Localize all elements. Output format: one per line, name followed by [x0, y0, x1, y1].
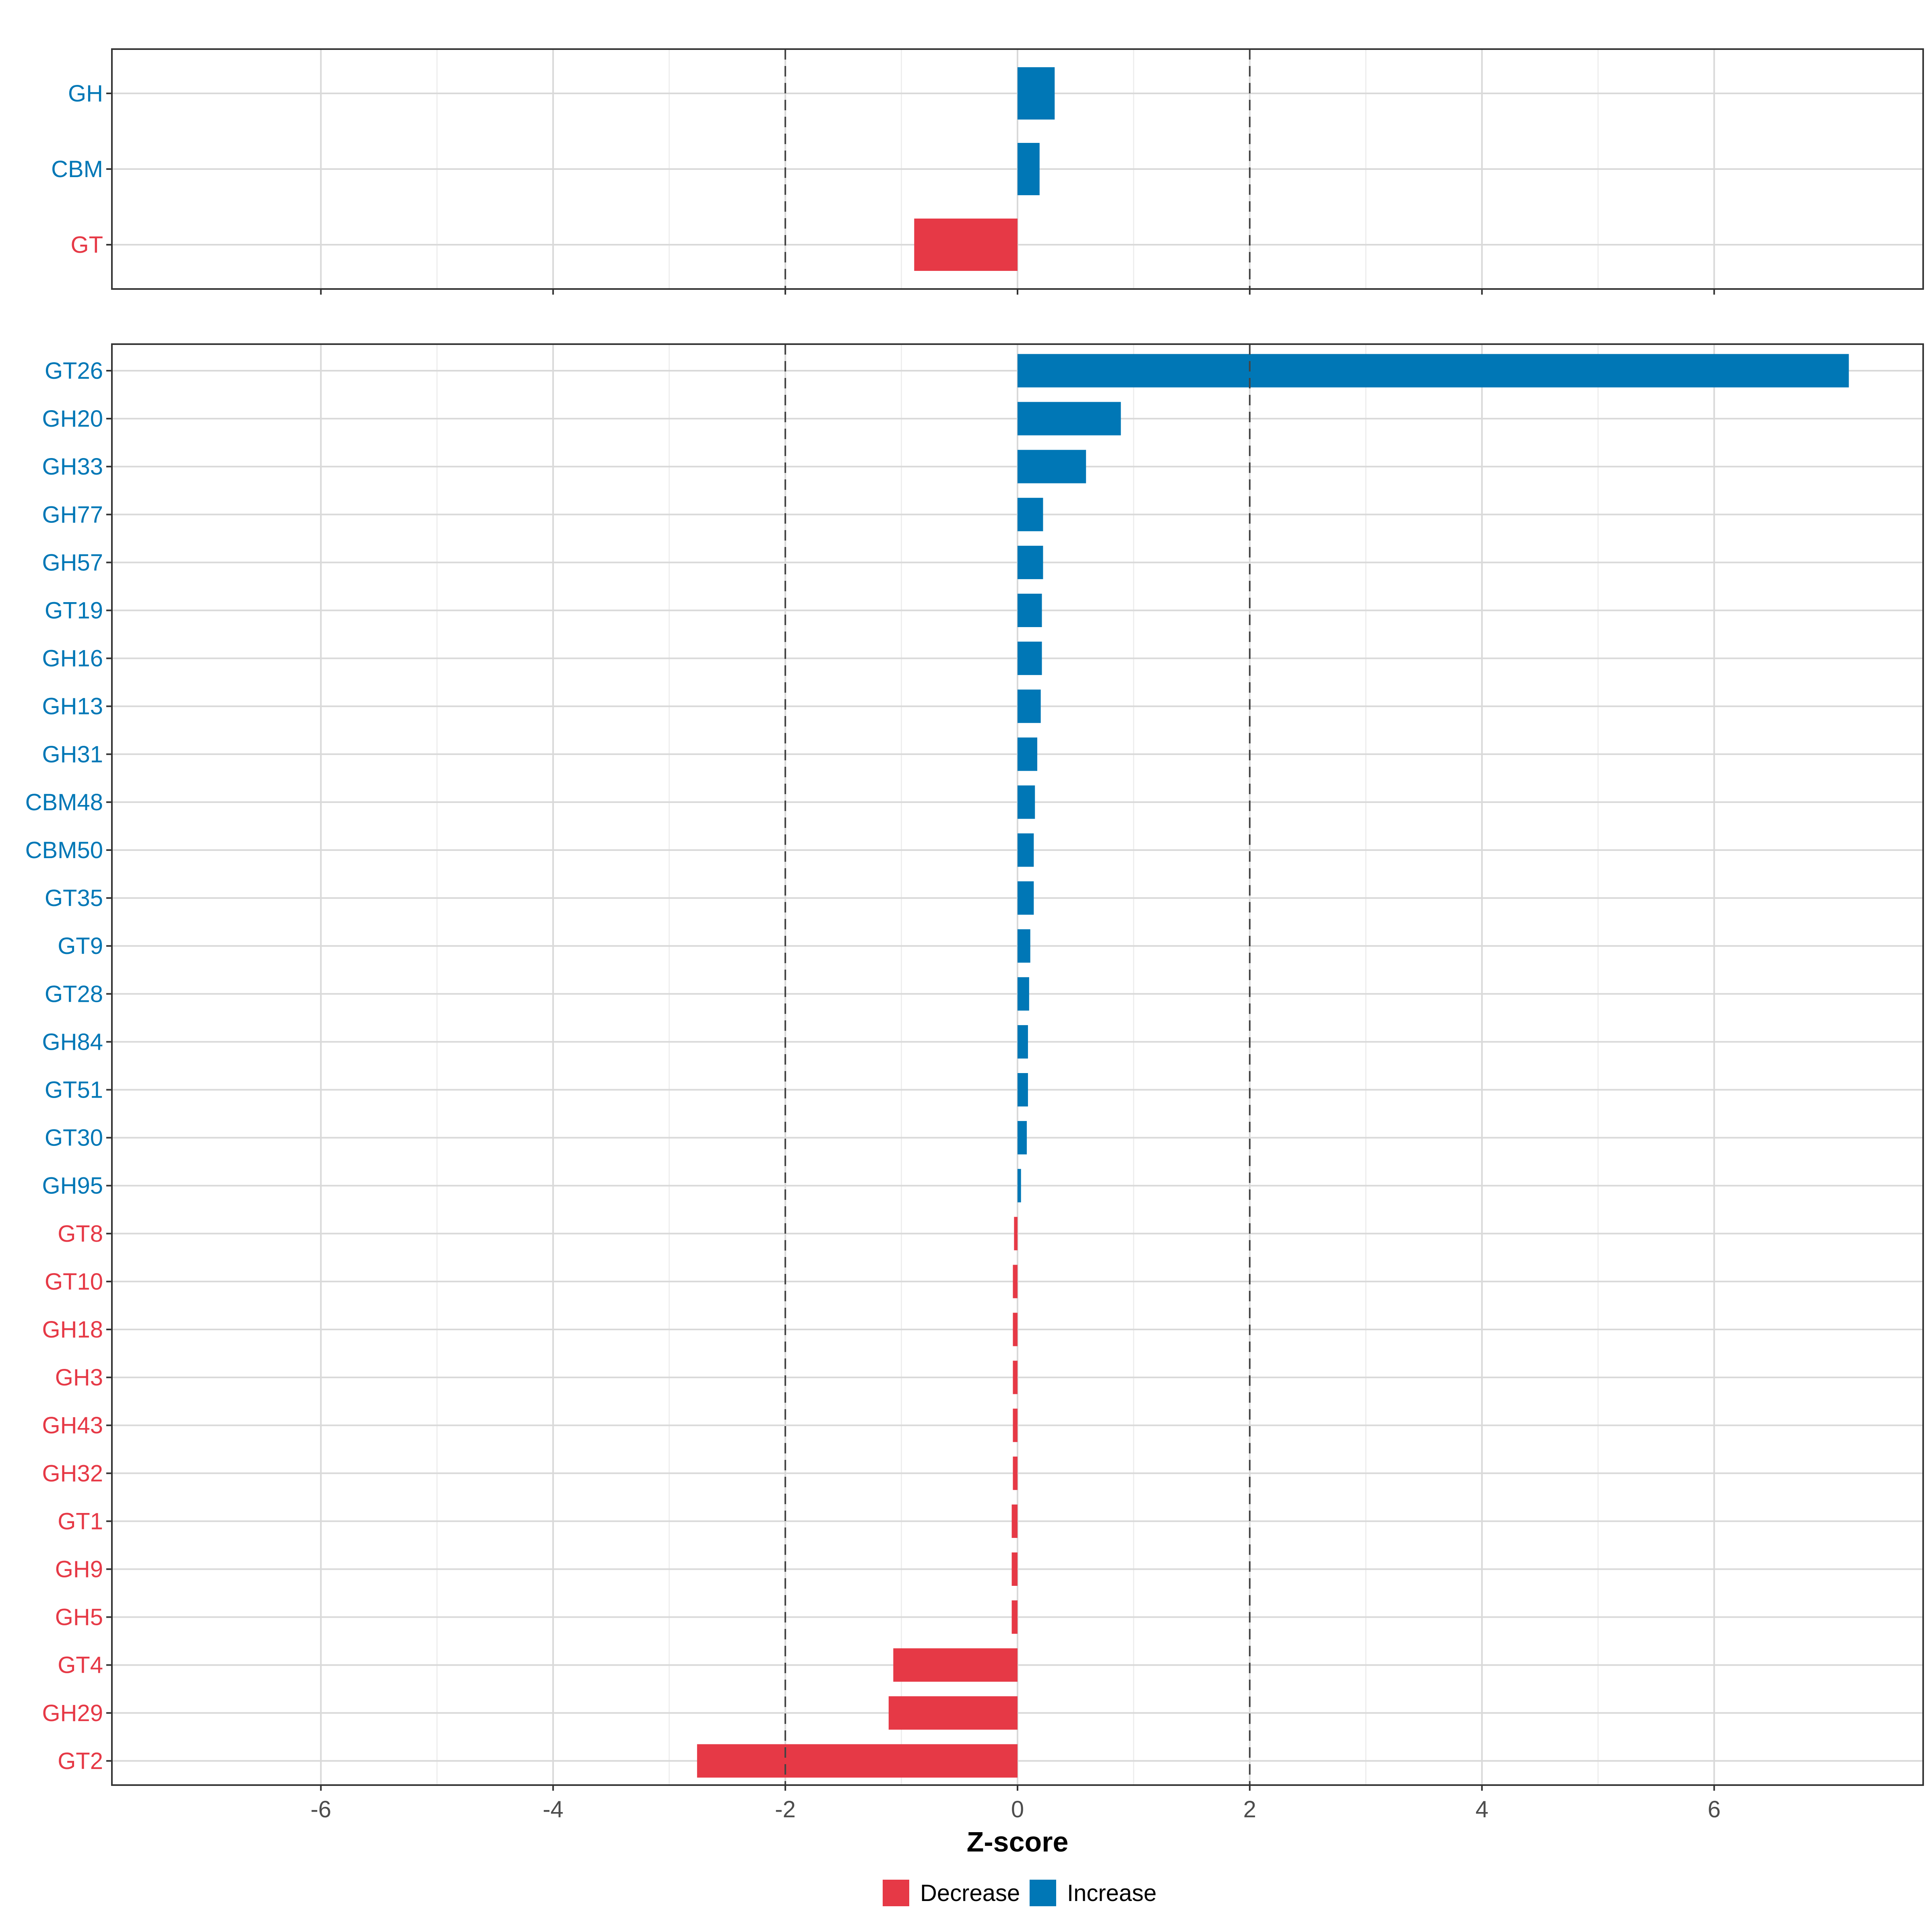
bar-GH95: [1018, 1169, 1021, 1203]
x-tick-label: -2: [775, 1796, 796, 1823]
y-tick-label-GT10: GT10: [45, 1269, 103, 1295]
legend: Decrease Increase: [883, 1880, 1156, 1906]
bar-GH77: [1018, 497, 1043, 531]
bar-GH84: [1018, 1025, 1028, 1059]
bar-GT10: [1013, 1265, 1018, 1298]
x-tick-label: 2: [1243, 1796, 1256, 1823]
y-tick-label-GH95: GH95: [42, 1173, 103, 1199]
x-tick-label: -6: [310, 1796, 331, 1823]
bar-GT35: [1018, 881, 1034, 915]
y-tick-label-GT35: GT35: [45, 885, 103, 911]
y-tick-label-GH: GH: [68, 80, 103, 107]
y-tick-label-GT9: GT9: [58, 933, 103, 959]
bar-GT19: [1018, 594, 1042, 627]
bar-GH33: [1018, 450, 1086, 483]
bar-GT51: [1018, 1073, 1028, 1106]
panel-bottom: GT26 GH20 GH33 GH77 GH57 GT19 GH16 GH13 GH31 CBM4…: [25, 343, 1924, 1791]
bar-GT28: [1018, 977, 1029, 1011]
legend-label-increase: Increase: [1067, 1880, 1156, 1906]
legend-swatch-increase: [1030, 1880, 1056, 1906]
y-tick-label-GT8: GT8: [58, 1221, 103, 1247]
y-tick-label-GH32: GH32: [42, 1460, 103, 1486]
y-tick-label-GT26: GT26: [45, 358, 103, 384]
y-tick-label-GH18: GH18: [42, 1317, 103, 1343]
y-tick-label-GH43: GH43: [42, 1412, 103, 1439]
bar-GH3: [1013, 1360, 1018, 1394]
bar-GH18: [1013, 1313, 1018, 1346]
bar-GH9: [1011, 1552, 1018, 1586]
bar-CBM: [1018, 143, 1040, 195]
bar-GH20: [1018, 402, 1121, 436]
bar-CBM50: [1018, 833, 1034, 867]
x-tick-label: 6: [1708, 1796, 1721, 1823]
y-tick-label-GT1: GT1: [58, 1508, 103, 1534]
bar-GT26: [1018, 354, 1849, 388]
y-tick-label-GH9: GH9: [55, 1556, 103, 1583]
bar-GT: [914, 219, 1018, 271]
y-tick-label-GT30: GT30: [45, 1125, 103, 1151]
y-tick-label-GH29: GH29: [42, 1700, 103, 1726]
y-tick-label-GH84: GH84: [42, 1029, 103, 1055]
bar-GH: [1018, 67, 1055, 120]
bar-GT30: [1018, 1121, 1027, 1155]
bar-GT1: [1011, 1504, 1018, 1538]
y-tick-label-CBM: CBM: [51, 156, 103, 182]
y-tick-label-GT4: GT4: [58, 1652, 103, 1678]
y-tick-label-GH77: GH77: [42, 502, 103, 528]
bar-GT4: [893, 1648, 1018, 1682]
y-tick-label-GT51: GT51: [45, 1077, 103, 1103]
y-tick-label-GT19: GT19: [45, 598, 103, 624]
y-tick-label-GH5: GH5: [55, 1604, 103, 1631]
bar-GH16: [1018, 642, 1042, 675]
y-tick-label-CBM50: CBM50: [25, 837, 103, 863]
x-tick-label: -4: [543, 1796, 564, 1823]
bar-GH13: [1018, 689, 1041, 723]
bar-GH29: [888, 1696, 1018, 1730]
x-axis: -6 -4 -2 0 2 4 6: [310, 1796, 1720, 1823]
y-tick-label-GH31: GH31: [42, 741, 103, 768]
y-tick-label-GH3: GH3: [55, 1364, 103, 1391]
bar-GH31: [1018, 737, 1038, 771]
y-tick-label-GH13: GH13: [42, 694, 103, 720]
x-axis-label: Z-score: [967, 1826, 1069, 1858]
legend-swatch-decrease: [883, 1880, 909, 1906]
bar-GH43: [1013, 1408, 1018, 1442]
x-tick-label: 4: [1476, 1796, 1488, 1823]
bar-GT8: [1014, 1217, 1018, 1251]
panel-top: GH CBM GT: [51, 48, 1924, 295]
y-tick-label-GT28: GT28: [45, 981, 103, 1007]
bar-GH32: [1013, 1456, 1018, 1490]
bar-GH5: [1011, 1600, 1018, 1634]
y-tick-label-CBM48: CBM48: [25, 789, 103, 815]
y-tick-label-GH20: GH20: [42, 406, 103, 432]
bar-GT9: [1018, 929, 1030, 963]
bar-GH57: [1018, 545, 1043, 579]
legend-label-decrease: Decrease: [920, 1880, 1020, 1906]
x-tick-label: 0: [1011, 1796, 1024, 1823]
bar-CBM48: [1018, 785, 1035, 819]
bar-GT2: [697, 1744, 1018, 1778]
y-tick-label-GT2: GT2: [58, 1748, 103, 1774]
y-tick-label-GH16: GH16: [42, 646, 103, 672]
y-tick-label-GH33: GH33: [42, 454, 103, 480]
y-tick-label-GT: GT: [70, 232, 103, 258]
y-tick-label-GH57: GH57: [42, 549, 103, 576]
